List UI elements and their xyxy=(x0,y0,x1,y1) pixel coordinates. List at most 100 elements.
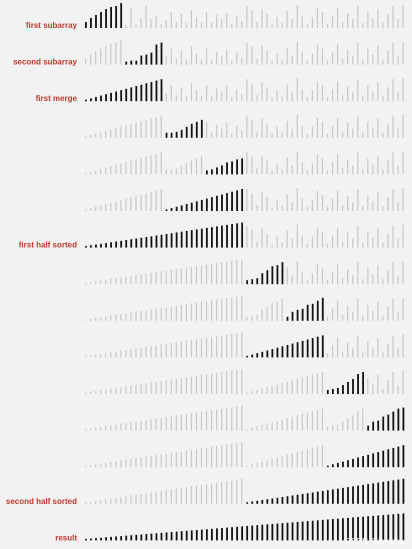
inactive-bar xyxy=(135,275,137,285)
inactive-bar xyxy=(145,346,147,358)
inactive-bar xyxy=(367,12,369,28)
inactive-bar xyxy=(357,115,359,138)
inactive-bar xyxy=(357,225,359,248)
inactive-bar xyxy=(331,162,334,175)
inactive-bar xyxy=(160,381,162,394)
inactive-bar xyxy=(266,233,268,248)
inactive-bar xyxy=(256,58,258,65)
inactive-bar xyxy=(372,18,374,28)
inactive-bar xyxy=(271,60,273,65)
inactive-bar xyxy=(331,52,334,65)
inactive-bar xyxy=(211,336,213,358)
active-bar xyxy=(326,519,329,541)
inactive-bar xyxy=(311,236,313,248)
active-bar xyxy=(331,464,334,468)
inactive-bar xyxy=(306,280,308,285)
inactive-bar xyxy=(145,493,147,504)
inactive-bar xyxy=(397,311,399,321)
inactive-bar xyxy=(251,391,253,394)
inactive-bar xyxy=(130,124,132,138)
active-bar xyxy=(402,478,405,504)
inactive-bar xyxy=(261,118,263,138)
inactive-bar xyxy=(221,408,223,431)
inactive-bar xyxy=(286,120,288,138)
inactive-bar xyxy=(175,342,177,358)
inactive-bar xyxy=(372,384,374,394)
active-bar xyxy=(321,335,324,358)
inactive-bar xyxy=(352,92,354,102)
active-bar xyxy=(236,526,238,541)
inactive-bar xyxy=(357,6,359,28)
active-bar xyxy=(362,456,364,468)
active-bar xyxy=(301,521,304,541)
inactive-bar xyxy=(377,9,379,28)
inactive-bar xyxy=(120,460,122,468)
inactive-bar xyxy=(105,462,107,468)
inactive-bar xyxy=(85,58,87,65)
active-bar xyxy=(382,515,385,541)
inactive-bar xyxy=(100,353,102,358)
inactive-bar xyxy=(271,170,273,175)
active-bar xyxy=(216,226,218,248)
active-bar xyxy=(175,131,178,138)
trace-row: second subarray xyxy=(13,39,404,67)
inactive-bar xyxy=(342,131,344,138)
trace-row xyxy=(85,188,404,211)
inactive-bar xyxy=(372,127,374,138)
active-bar xyxy=(266,270,269,285)
inactive-bar xyxy=(326,426,329,431)
inactive-bar xyxy=(120,126,122,138)
inactive-bar xyxy=(291,238,293,248)
inactive-bar xyxy=(190,10,193,28)
inactive-bar xyxy=(316,446,319,468)
inactive-bar xyxy=(90,391,92,394)
inactive-bar xyxy=(165,20,167,28)
inactive-bar xyxy=(347,232,349,248)
inactive-bar xyxy=(392,6,394,28)
inactive-bar xyxy=(150,455,152,468)
active-bar xyxy=(105,243,107,248)
active-bar xyxy=(226,224,228,248)
inactive-bar xyxy=(251,46,253,65)
inactive-bar xyxy=(200,156,203,175)
inactive-bar xyxy=(372,310,374,321)
inactive-bar xyxy=(377,82,379,102)
inactive-bar xyxy=(100,280,102,285)
inactive-bar xyxy=(256,241,258,248)
inactive-bar xyxy=(286,84,288,102)
inactive-bar xyxy=(241,369,243,394)
inactive-bar xyxy=(276,236,278,248)
inactive-bar xyxy=(90,318,92,321)
active-bar xyxy=(125,88,128,102)
active-bar xyxy=(251,279,254,285)
active-bar xyxy=(246,280,249,285)
inactive-bar xyxy=(352,55,354,65)
active-bar xyxy=(165,532,168,541)
active-bar xyxy=(100,12,102,28)
inactive-bar xyxy=(347,159,349,175)
inactive-bar xyxy=(110,352,112,358)
active-bar xyxy=(377,515,380,541)
inactive-bar xyxy=(321,121,324,138)
inactive-bar xyxy=(342,278,344,285)
active-bar xyxy=(216,528,218,541)
inactive-bar xyxy=(205,264,208,285)
inactive-bar xyxy=(211,23,213,28)
inactive-bar xyxy=(160,490,162,504)
inactive-bar xyxy=(326,316,329,321)
inactive-bar xyxy=(241,478,243,504)
inactive-bar xyxy=(180,87,182,102)
inactive-bar xyxy=(165,343,167,358)
inactive-bar xyxy=(231,97,233,102)
inactive-bar xyxy=(246,225,248,248)
inactive-bar xyxy=(382,169,384,175)
inactive-bar xyxy=(251,464,253,468)
inactive-bar xyxy=(326,60,329,65)
active-bar xyxy=(90,538,92,541)
inactive-bar xyxy=(402,297,404,321)
active-bar xyxy=(352,458,354,468)
inactive-bar xyxy=(211,410,213,431)
inactive-bar xyxy=(367,378,369,394)
inactive-bar xyxy=(296,151,298,175)
inactive-bar xyxy=(261,82,263,102)
